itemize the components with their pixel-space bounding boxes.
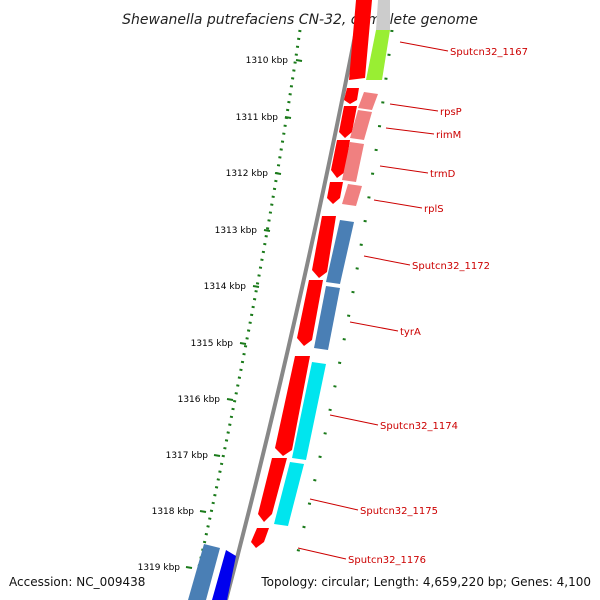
cds-feature[interactable]	[251, 528, 269, 548]
gene-feature[interactable]	[342, 184, 362, 206]
tick-label: 1319 kbp	[138, 563, 181, 573]
tick-labels: 1310 kbp 1311 kbp 1312 kbp 1313 kbp 1314…	[138, 56, 289, 573]
leader-line	[373, 199, 423, 209]
gene-label[interactable]: Sputcn32_1172	[412, 261, 490, 272]
gene-features	[188, 0, 390, 600]
gene-label[interactable]: trmD	[430, 169, 456, 180]
map-title: Shewanella putrefaciens CN-32, complete …	[122, 12, 478, 28]
leader-line	[379, 165, 429, 174]
tick-1310	[295, 59, 303, 62]
gene-label[interactable]: Sputcn32_1175	[360, 506, 438, 517]
tick-1315	[239, 342, 247, 345]
accession-text: Accession: NC_009438	[9, 575, 145, 589]
gene-feature[interactable]	[350, 110, 372, 140]
genome-backbone	[224, 0, 364, 600]
leader-line	[329, 414, 379, 426]
gene-feature[interactable]	[274, 462, 304, 526]
gene-feature[interactable]	[314, 286, 340, 350]
tick-1316	[226, 398, 234, 401]
tick-label: 1317 kbp	[166, 451, 209, 461]
gene-label[interactable]: Sputcn32_1174	[380, 421, 458, 432]
cds-feature[interactable]	[258, 458, 287, 522]
tick-label: 1316 kbp	[178, 395, 221, 405]
gene-label[interactable]: rimM	[436, 130, 461, 141]
tick-label: 1312 kbp	[226, 169, 269, 179]
cds-feature[interactable]	[344, 88, 359, 104]
cds-feature[interactable]	[349, 0, 372, 80]
leader-line	[385, 127, 435, 135]
cds-feature[interactable]	[312, 216, 336, 278]
tick-label: 1313 kbp	[215, 226, 258, 236]
cds-feature[interactable]	[339, 106, 357, 138]
gene-label[interactable]: rplS	[424, 204, 444, 215]
label-leaders	[297, 41, 449, 560]
gene-feature[interactable]	[376, 0, 390, 30]
cds-feature[interactable]	[327, 182, 343, 204]
tick-1311	[284, 116, 292, 119]
leader-line	[363, 255, 411, 266]
gene-label[interactable]: Sputcn32_1176	[348, 555, 426, 566]
tick-1319	[185, 566, 193, 569]
gene-feature[interactable]	[358, 92, 378, 110]
cds-feature-blue[interactable]	[212, 550, 236, 600]
gene-feature[interactable]	[188, 544, 220, 600]
gene-feature[interactable]	[292, 362, 326, 460]
tick-label: 1314 kbp	[204, 282, 247, 292]
tick-label: 1311 kbp	[236, 113, 279, 123]
tick-1318	[199, 510, 207, 513]
topology-text: Topology: circular; Length: 4,659,220 bp…	[260, 575, 591, 589]
tick-1312	[274, 172, 282, 175]
leader-line	[297, 547, 347, 560]
gene-feature[interactable]	[342, 142, 364, 182]
leader-line	[389, 103, 439, 112]
gene-label[interactable]: rpsP	[440, 107, 462, 118]
gene-feature[interactable]	[326, 220, 354, 284]
gene-label[interactable]: Sputcn32_1167	[450, 47, 528, 58]
cds-features	[212, 0, 372, 600]
gene-feature[interactable]	[366, 30, 390, 80]
leader-line	[309, 498, 359, 511]
cds-feature[interactable]	[297, 280, 323, 346]
tick-ruler	[194, 29, 302, 581]
gene-label[interactable]: tyrA	[400, 327, 421, 338]
tick-label: 1315 kbp	[191, 339, 234, 349]
gene-labels: Sputcn32_1167 rpsP rimM trmD rplS Sputcn…	[348, 47, 528, 566]
tick-1317	[213, 454, 221, 457]
leader-line	[349, 321, 399, 332]
tick-label: 1318 kbp	[152, 507, 195, 517]
cds-feature[interactable]	[275, 356, 310, 456]
leader-line	[399, 41, 449, 52]
tick-label: 1310 kbp	[246, 56, 289, 66]
tick-1314	[252, 285, 260, 288]
tick-1313	[263, 229, 271, 232]
tick-marks	[185, 59, 303, 569]
